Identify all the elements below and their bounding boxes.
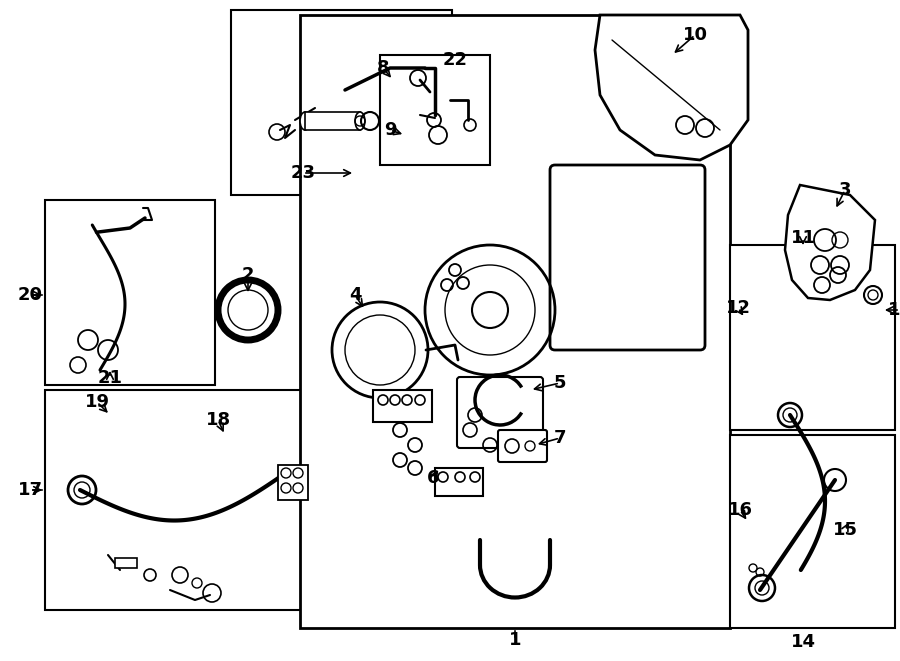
Text: 15: 15 (832, 521, 858, 539)
Bar (115, 558, 137, 568)
Text: 18: 18 (205, 411, 230, 429)
Text: 19: 19 (85, 393, 110, 411)
FancyBboxPatch shape (498, 430, 547, 462)
Text: 1: 1 (508, 631, 521, 649)
Bar (231, 10, 452, 195)
Ellipse shape (300, 112, 310, 130)
Text: 7: 7 (554, 429, 566, 447)
Text: 22: 22 (443, 51, 467, 69)
Bar (730, 435, 895, 628)
Text: 13: 13 (887, 301, 900, 319)
Text: 5: 5 (554, 374, 566, 392)
Text: 8: 8 (377, 59, 390, 77)
Polygon shape (595, 15, 748, 160)
Bar (730, 245, 895, 430)
Text: 16: 16 (727, 501, 752, 519)
Text: 10: 10 (682, 26, 707, 44)
Bar (305, 112, 360, 130)
Text: 12: 12 (725, 299, 751, 317)
Text: 21: 21 (97, 369, 122, 387)
Bar (435, 468, 483, 496)
Ellipse shape (355, 112, 365, 130)
Text: 14: 14 (790, 633, 815, 651)
Text: 2: 2 (242, 266, 254, 284)
Bar (380, 55, 490, 165)
Text: 11: 11 (790, 229, 815, 247)
Bar (45, 390, 320, 610)
Bar (300, 15, 730, 628)
FancyBboxPatch shape (457, 377, 543, 448)
Text: 9: 9 (383, 121, 396, 139)
Text: 23: 23 (291, 164, 316, 182)
Polygon shape (785, 185, 875, 300)
Text: 20: 20 (17, 286, 42, 304)
Text: 6: 6 (427, 469, 439, 487)
FancyBboxPatch shape (373, 390, 432, 422)
FancyBboxPatch shape (550, 165, 705, 350)
Bar (45, 200, 215, 385)
Text: 3: 3 (839, 181, 851, 199)
Bar (278, 465, 308, 500)
Text: 17: 17 (17, 481, 42, 499)
Text: 4: 4 (349, 286, 361, 304)
